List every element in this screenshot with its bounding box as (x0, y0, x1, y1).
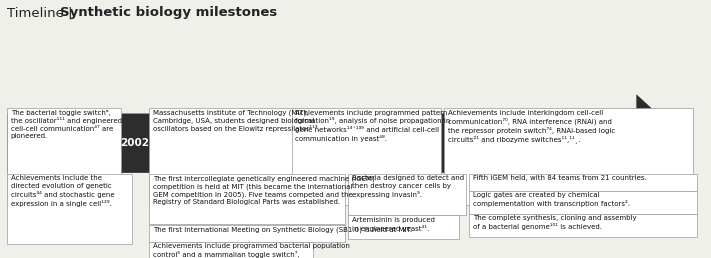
Text: Logic gates are created by chemical
complementation with transcription factors².: Logic gates are created by chemical comp… (473, 192, 630, 207)
FancyBboxPatch shape (292, 108, 441, 205)
FancyBboxPatch shape (469, 191, 697, 214)
Text: Achievements include the
directed evolution of genetic
circuits³⁴ and stochastic: Achievements include the directed evolut… (11, 175, 114, 207)
FancyBboxPatch shape (348, 174, 466, 215)
Text: 2002: 2002 (121, 138, 149, 148)
Text: 2000: 2000 (46, 138, 75, 148)
Text: Achievements include programmed bacterial population
control⁵ and a mammalian to: Achievements include programmed bacteria… (153, 243, 350, 258)
Text: Achievements include programmed pattern
formation¹⁹, analysis of noise propagati: Achievements include programmed pattern … (295, 110, 451, 142)
FancyBboxPatch shape (469, 174, 697, 191)
FancyBboxPatch shape (149, 242, 313, 258)
Text: Massachusetts Institute of Technology (MIT),
Cambridge, USA, students designed b: Massachusetts Institute of Technology (M… (153, 110, 320, 132)
FancyBboxPatch shape (348, 215, 459, 239)
Text: 2004: 2004 (238, 138, 267, 148)
FancyBboxPatch shape (469, 214, 697, 237)
FancyBboxPatch shape (7, 174, 132, 244)
Text: Bacteria designed to detect and
then destroy cancer cells by
expressing invasin⁹: Bacteria designed to detect and then des… (352, 175, 464, 198)
Text: 2003: 2003 (174, 138, 203, 148)
Text: The first intercollegiate genetically engineered machine (iGEM)
competition is h: The first intercollegiate genetically en… (153, 175, 375, 205)
Text: Fifth iGEM held, with 84 teams from 21 countries.: Fifth iGEM held, with 84 teams from 21 c… (473, 175, 646, 181)
Text: Achievements include interkingdom cell-cell
communication⁷⁰, RNA interference (R: Achievements include interkingdom cell-c… (448, 110, 615, 143)
Text: Artemisinin is produced
in engineered yeast⁴¹.: Artemisinin is produced in engineered ye… (352, 217, 435, 231)
Text: The first International Meeting on Synthetic Biology (SB1.0) is held at MIT.: The first International Meeting on Synth… (153, 226, 412, 233)
Text: Timeline |: Timeline | (7, 6, 77, 19)
Text: 2007: 2007 (459, 138, 487, 148)
FancyBboxPatch shape (444, 108, 693, 205)
FancyBboxPatch shape (149, 108, 302, 205)
FancyBboxPatch shape (7, 108, 121, 205)
FancyBboxPatch shape (149, 225, 345, 242)
Text: The bacterial toggle switchᵃ,
the oscillator¹¹¹ and engineered
cell-cell communi: The bacterial toggle switchᵃ, the oscill… (11, 110, 122, 140)
Text: 2008: 2008 (551, 138, 579, 148)
Text: Synthetic biology milestones: Synthetic biology milestones (60, 6, 278, 19)
FancyBboxPatch shape (149, 174, 345, 224)
Text: 2005: 2005 (302, 138, 331, 148)
Text: The complete synthesis, cloning and assembly
of a bacterial genome¹⁰¹ is achieve: The complete synthesis, cloning and asse… (473, 215, 636, 230)
Polygon shape (7, 94, 690, 192)
Text: 2006: 2006 (366, 138, 395, 148)
